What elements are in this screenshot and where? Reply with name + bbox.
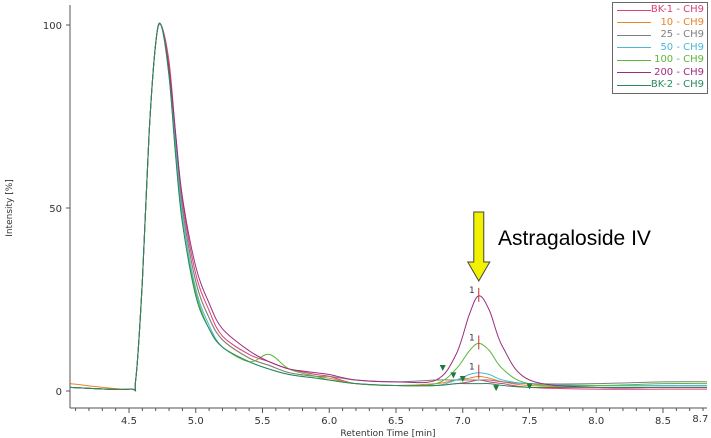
- legend-label: 50 - CH9: [660, 41, 704, 53]
- peak-label: 1: [469, 363, 475, 373]
- x-axis-label: Retention Time [min]: [340, 429, 435, 438]
- x-tick-label: 5.5: [255, 416, 271, 427]
- legend: BK-1 - CH9 10 - CH9 25 - CH9 50 - CH9 100 - …: [612, 2, 708, 94]
- legend-item: 100 - CH9: [613, 54, 707, 67]
- integration-marker: [526, 383, 533, 390]
- legend-item: 200 - CH9: [613, 67, 707, 80]
- peak-label: 1: [469, 286, 475, 296]
- integration-marker: [450, 372, 457, 379]
- legend-item: 10 - CH9: [613, 17, 707, 30]
- legend-swatch: [617, 59, 651, 61]
- integration-marker: [459, 376, 466, 383]
- legend-item: BK-1 - CH9: [613, 4, 707, 17]
- legend-item: BK-2 - CH9: [613, 79, 707, 92]
- annotation-astragaloside: Astragaloside IV: [498, 227, 651, 250]
- x-tick-label: 8.7: [692, 414, 708, 425]
- peak-label: 1: [469, 333, 475, 343]
- y-axis-label: Intensity [%]: [5, 179, 15, 237]
- y-tick-label: 100: [43, 21, 62, 32]
- x-tick-label: 8.0: [588, 416, 604, 427]
- integration-marker: [493, 385, 500, 392]
- legend-label: 25 - CH9: [660, 29, 704, 40]
- x-tick-label: 6.5: [388, 416, 404, 427]
- x-tick-label: 6.0: [321, 416, 337, 427]
- series-line-6: [70, 22, 708, 392]
- legend-swatch: [617, 34, 651, 36]
- legend-swatch: [617, 47, 651, 49]
- legend-item: 50 - CH9: [613, 42, 707, 55]
- arrow-icon: [466, 211, 491, 282]
- legend-swatch: [617, 84, 651, 86]
- legend-label: BK-1 - CH9: [650, 4, 704, 15]
- x-tick-label: 7.5: [522, 416, 538, 427]
- legend-swatch: [617, 22, 651, 24]
- x-tick-label: 7.0: [455, 416, 471, 427]
- legend-label: BK-2 - CH9: [650, 79, 704, 90]
- legend-item: 25 - CH9: [613, 29, 707, 42]
- legend-swatch: [617, 9, 651, 11]
- integration-marker: [439, 365, 446, 372]
- legend-label: 200 - CH9: [654, 66, 704, 78]
- x-tick-label: 8.5: [655, 416, 671, 427]
- legend-swatch: [617, 72, 651, 74]
- legend-label: 100 - CH9: [654, 54, 704, 65]
- x-tick-label: 5.0: [188, 416, 204, 427]
- y-tick-label: 0: [56, 387, 62, 398]
- x-tick-label: 4.5: [121, 416, 137, 427]
- y-tick-label: 50: [49, 204, 62, 215]
- legend-label: 10 - CH9: [660, 16, 704, 28]
